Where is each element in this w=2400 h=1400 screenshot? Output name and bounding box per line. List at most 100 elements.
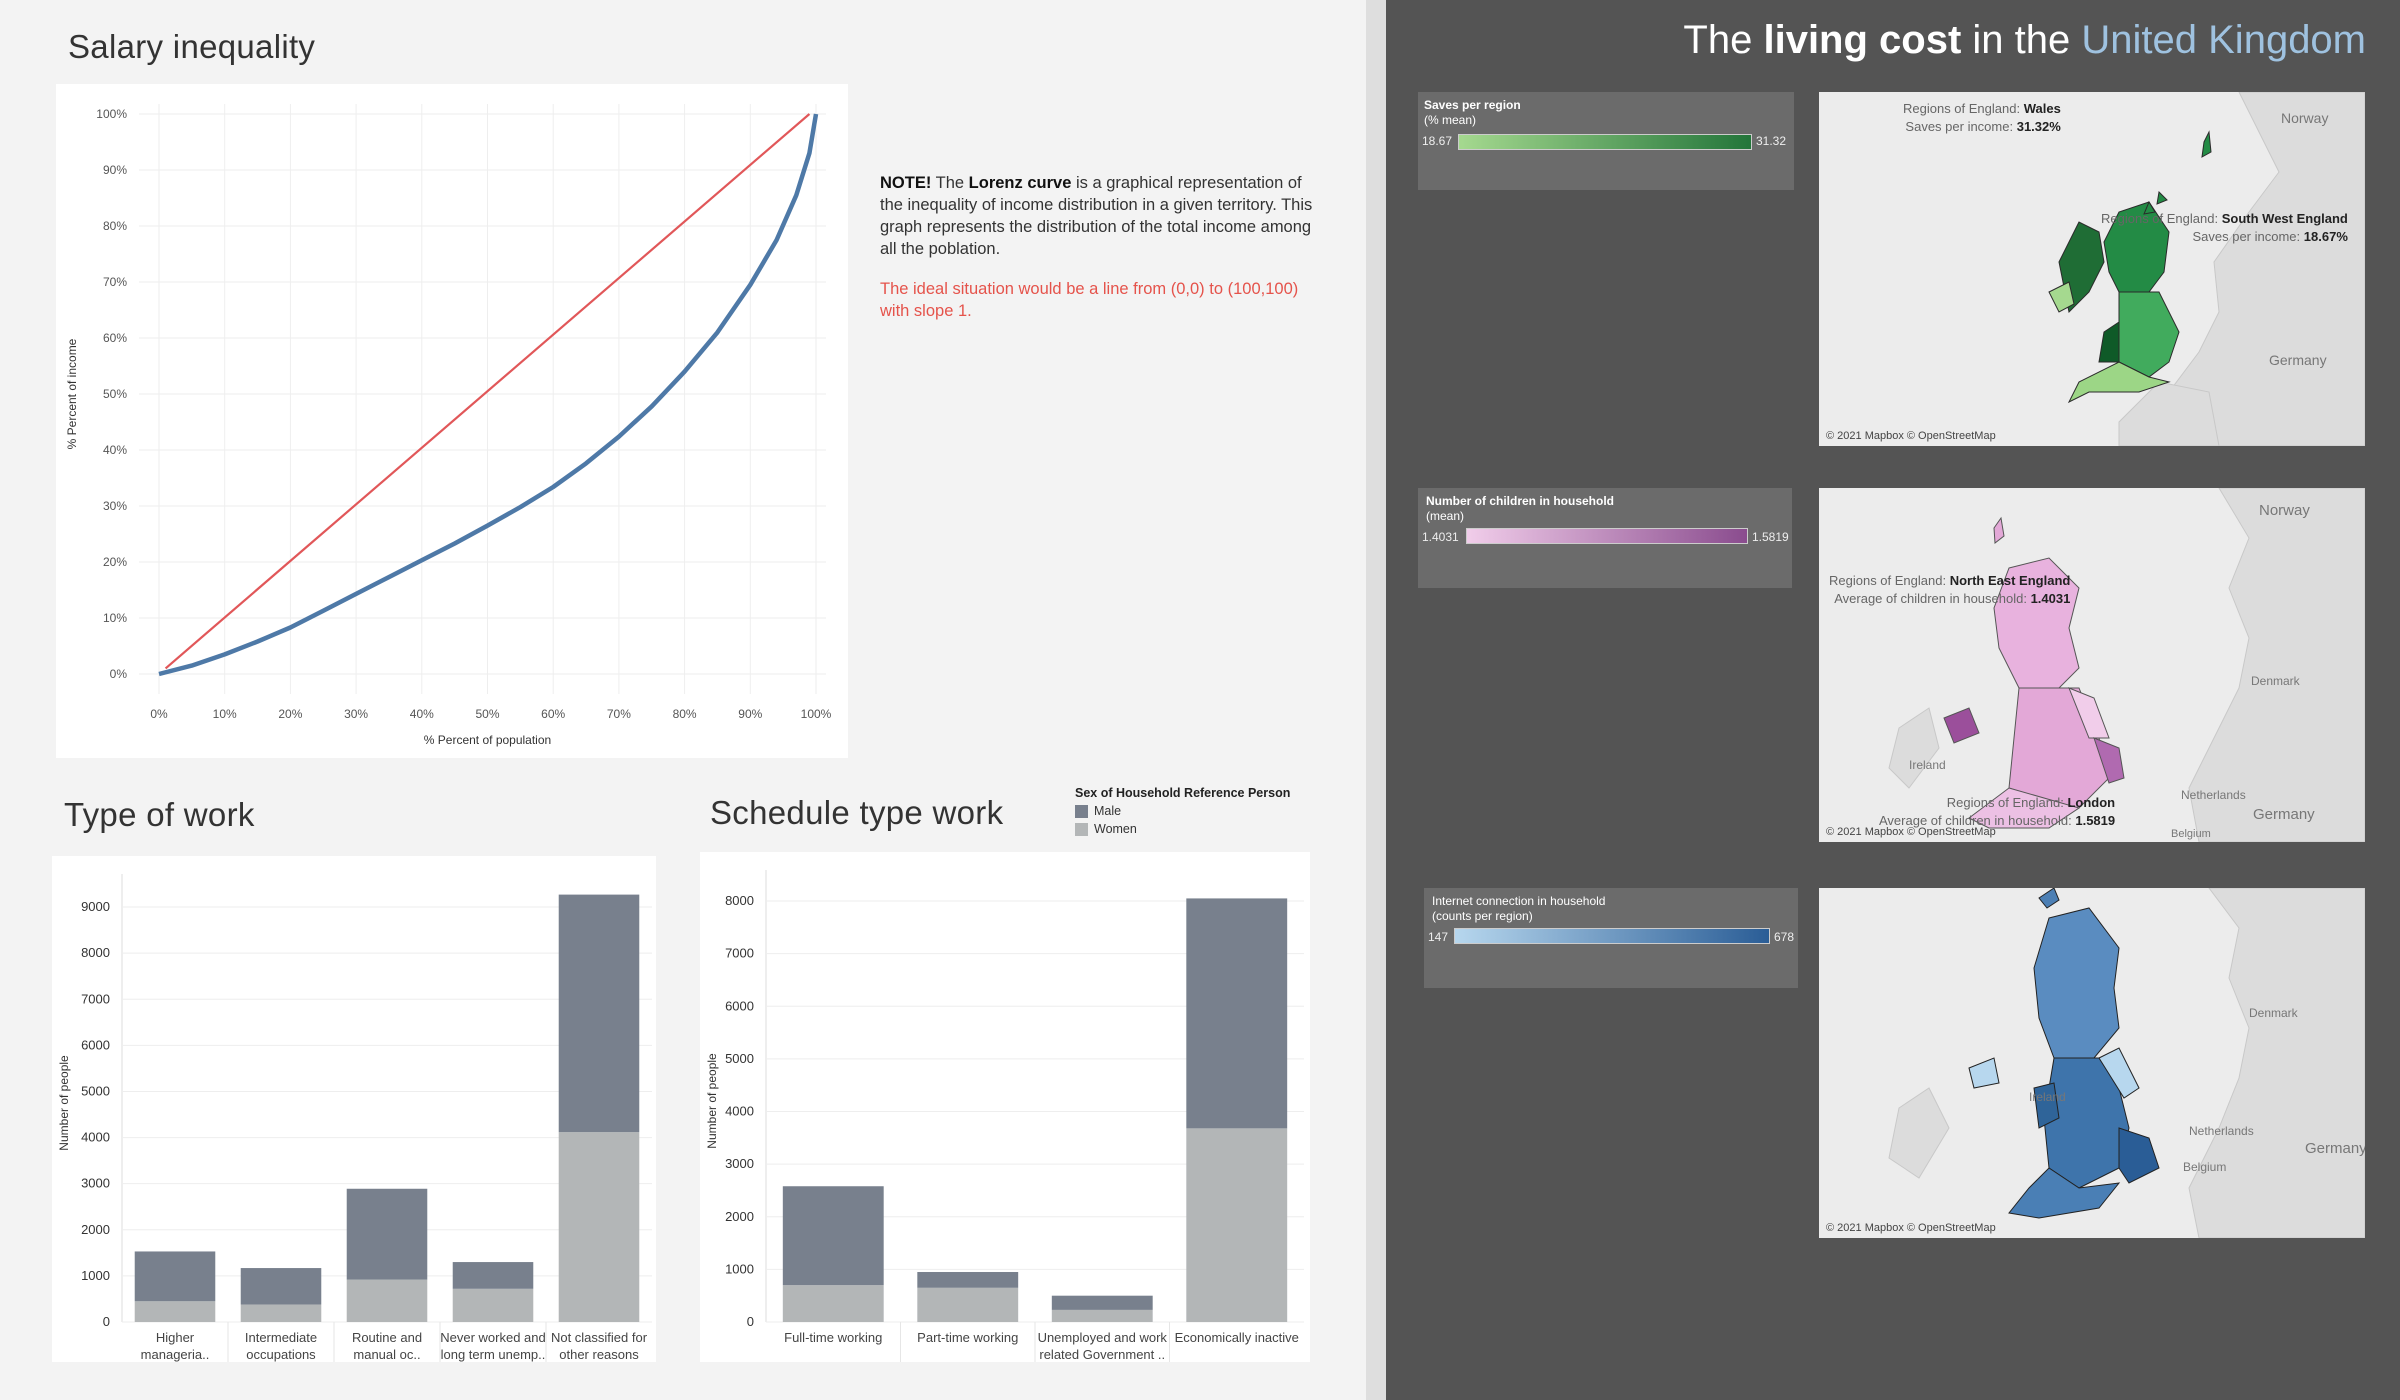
- x-axis-label: % Percent of population: [424, 733, 551, 747]
- internet-legend-sub: (counts per region): [1432, 909, 1533, 923]
- x-tick-label: Routine and: [352, 1330, 422, 1345]
- legend-item-male[interactable]: Male: [1075, 804, 1290, 818]
- children-map[interactable]: Regions of England: North East England A…: [1819, 488, 2365, 842]
- y-tick-label: 5000: [81, 1083, 110, 1098]
- y-tick-label: 4000: [81, 1130, 110, 1145]
- bar-women: [346, 1279, 428, 1322]
- ideal-note: The ideal situation would be a line from…: [880, 280, 1299, 320]
- children-gradient: [1466, 528, 1748, 544]
- y-tick-label: 2000: [725, 1209, 754, 1224]
- note-label: NOTE!: [880, 174, 932, 192]
- x-tick-label: related Government ..: [1039, 1347, 1165, 1362]
- y-tick-label: 100%: [96, 107, 127, 121]
- x-tick-label: Not classified for: [551, 1330, 648, 1345]
- equality-line: [164, 113, 811, 670]
- legend-item-women[interactable]: Women: [1075, 822, 1290, 836]
- bar-women: [782, 1285, 884, 1322]
- women-label: Women: [1094, 822, 1137, 836]
- country-label: Belgium: [2171, 828, 2211, 840]
- internet-legend-title: Internet connection in household: [1432, 894, 1606, 908]
- x-tick-label: 80%: [673, 707, 697, 721]
- bar-male: [558, 894, 640, 1133]
- lorenz-curve: [158, 113, 819, 677]
- lorenz-chart[interactable]: 0% 10% 20% 30% 40% 50% 60% 70% 80% 90% 100% 0% 10% 20…: [56, 84, 848, 758]
- bar-male: [134, 1251, 216, 1302]
- y-tick-label: 1000: [81, 1268, 110, 1283]
- type-of-work-panel: 0 1000 2000 3000 4000 5000 6000 7000 8000 9000 Num…: [52, 856, 656, 1362]
- internet-legend[interactable]: Internet connection in household (counts…: [1424, 888, 1798, 988]
- x-tick-label: Economically inactive: [1175, 1330, 1299, 1345]
- children-tooltip-northeast: Regions of England: North East England A…: [1829, 572, 2070, 608]
- country-label: Netherlands: [2189, 1124, 2254, 1138]
- x-tick-label: 100%: [801, 707, 832, 721]
- title-living-cost: living cost: [1763, 18, 1962, 62]
- x-tick-label: other reasons: [559, 1347, 639, 1362]
- tooltip-value: 1.4031: [2030, 591, 2071, 606]
- country-label: Ireland: [2029, 1090, 2066, 1104]
- y-tick-label: 60%: [103, 331, 127, 345]
- country-label: Denmark: [2249, 1006, 2298, 1020]
- y-tick-label: 80%: [103, 219, 127, 233]
- x-tick-label: Full-time working: [784, 1330, 882, 1345]
- internet-gradient: [1454, 928, 1770, 944]
- internet-map[interactable]: Denmark Ireland Netherlands Germany Belg…: [1819, 888, 2365, 1238]
- type-of-work-chart[interactable]: 0 1000 2000 3000 4000 5000 6000 7000 8000 9000 Num…: [52, 856, 656, 1362]
- bar-women: [1051, 1309, 1153, 1322]
- y-tick-label: 4000: [725, 1104, 754, 1119]
- bar-women: [452, 1288, 534, 1322]
- schedule-type-title: Schedule type work: [710, 794, 1004, 831]
- schedule-type-chart[interactable]: 0 1000 2000 3000 4000 5000 6000 7000 8000 Number …: [700, 852, 1310, 1362]
- x-tick-label: 60%: [541, 707, 565, 721]
- y-tick-label: 6000: [725, 998, 754, 1013]
- tooltip-key: Regions of England:: [2101, 211, 2219, 226]
- type-of-work-title: Type of work: [64, 796, 255, 833]
- tooltip-value: 31.32%: [2016, 119, 2061, 134]
- y-tick-label: 90%: [103, 163, 127, 177]
- y-tick-label: 0%: [110, 667, 128, 681]
- sex-legend: Sex of Household Reference Person Male W…: [1075, 786, 1290, 836]
- living-cost-panel: The living cost in the United Kingdom Sa…: [1386, 0, 2400, 1400]
- country-label: Germany: [2253, 806, 2315, 823]
- y-tick-label: 40%: [103, 443, 127, 457]
- children-legend[interactable]: Number of children in household (mean) 1…: [1418, 488, 1792, 588]
- tooltip-region: North East England: [1949, 573, 2071, 588]
- map-credit: © 2021 Mapbox © OpenStreetMap: [1826, 826, 1996, 838]
- y-tick-label: 70%: [103, 275, 127, 289]
- bar-women: [240, 1304, 322, 1322]
- children-max: 1.5819: [1752, 530, 1789, 544]
- bar-male: [346, 1188, 428, 1280]
- saves-max: 31.32: [1756, 134, 1787, 148]
- country-label: Norway: [2259, 502, 2310, 519]
- country-label: Ireland: [1909, 758, 1946, 772]
- x-tick-label: Part-time working: [917, 1330, 1018, 1345]
- x-tick-label: manageria..: [141, 1347, 210, 1362]
- y-tick-label: 50%: [103, 387, 127, 401]
- divider: [1366, 0, 1386, 1400]
- y-tick-label: 7000: [81, 991, 110, 1006]
- x-tick-label: 50%: [475, 707, 499, 721]
- y-tick-label: 20%: [103, 555, 127, 569]
- y-tick-label: 8000: [725, 893, 754, 908]
- tooltip-measure: Average of children in household:: [1879, 813, 2072, 828]
- saves-map-land: [2048, 92, 2365, 446]
- women-swatch: [1075, 822, 1088, 836]
- y-axis-label: % Percent of income: [65, 338, 79, 449]
- tooltip-region: London: [2067, 795, 2116, 810]
- lorenz-note: NOTE! The Lorenz curve is a graphical re…: [880, 172, 1320, 260]
- x-tick-label: 40%: [410, 707, 434, 721]
- tooltip-key: Regions of England:: [1903, 101, 2021, 116]
- country-label: Denmark: [2251, 674, 2300, 688]
- x-tick-label: Higher: [156, 1330, 195, 1345]
- bar-male: [917, 1272, 1019, 1288]
- y-tick-label: 1000: [725, 1261, 754, 1276]
- map-credit: © 2021 Mapbox © OpenStreetMap: [1826, 1222, 1996, 1234]
- saves-map[interactable]: Regions of England: Wales Saves per inco…: [1819, 92, 2365, 446]
- y-axis-label: Number of people: [57, 1055, 71, 1151]
- bar-male: [240, 1268, 322, 1305]
- y-tick-label: 0: [103, 1314, 110, 1329]
- x-tick-label: 10%: [213, 707, 237, 721]
- children-tooltip-london: Regions of England: London Average of ch…: [1879, 794, 2115, 830]
- x-tick-label: 30%: [344, 707, 368, 721]
- title-the: The: [1683, 18, 1753, 62]
- saves-legend[interactable]: Saves per region (% mean) 18.67 31.32: [1418, 92, 1794, 190]
